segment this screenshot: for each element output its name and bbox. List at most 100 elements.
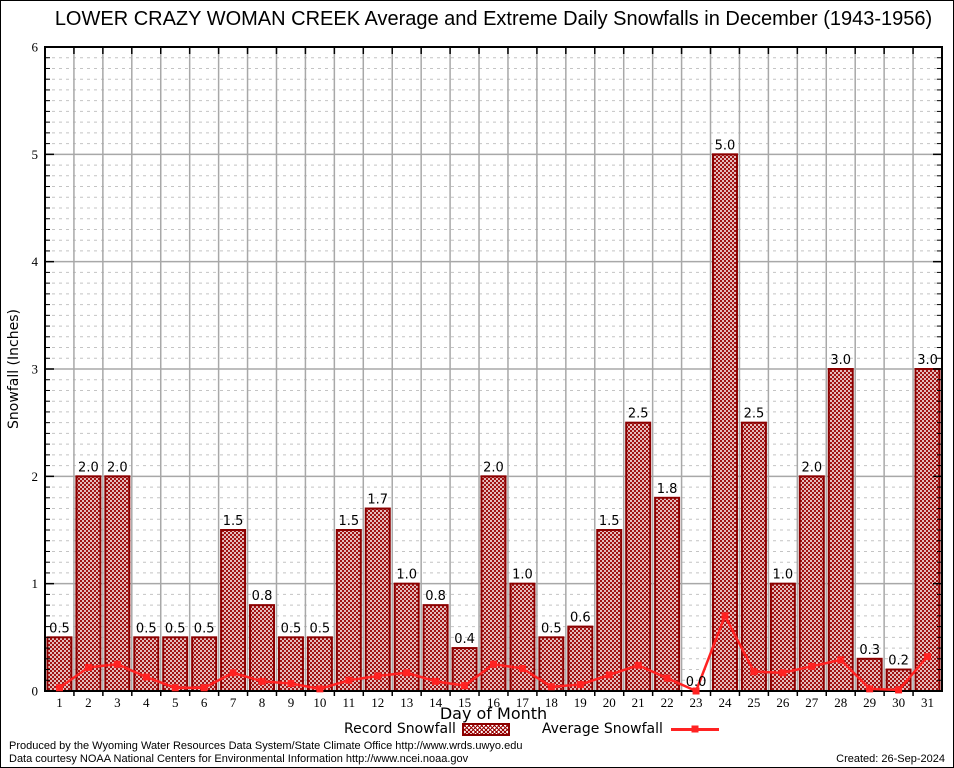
bar-value-label-day-8: 0.8 xyxy=(252,589,273,604)
bar-day-22 xyxy=(654,496,681,692)
bar-day-5 xyxy=(162,636,189,692)
bar-day-12 xyxy=(364,507,391,692)
avg-marker-day-9 xyxy=(287,679,295,687)
avg-marker-day-8 xyxy=(258,677,266,685)
avg-marker-day-7 xyxy=(229,669,237,677)
x-tick-27: 27 xyxy=(805,695,819,710)
bar-value-label-day-13: 1.0 xyxy=(396,568,417,583)
x-tick-19: 19 xyxy=(574,695,587,710)
x-tick-8: 8 xyxy=(259,695,266,710)
x-tick-29: 29 xyxy=(863,695,876,710)
grid-vertical xyxy=(73,47,914,691)
avg-marker-day-11 xyxy=(345,676,353,684)
legend: Record Snowfall Average Snowfall xyxy=(344,721,719,737)
avg-marker-day-26 xyxy=(779,669,787,677)
x-tick-13: 13 xyxy=(400,695,413,710)
avg-marker-day-2 xyxy=(84,663,92,671)
x-tick-20: 20 xyxy=(603,695,616,710)
x-tick-labels: 1 2 3 4 5 6 7 8 9 10 11 12 13 14 15 16 17 18 19 20 21 22 23 24 2… xyxy=(56,695,934,710)
x-tick-23: 23 xyxy=(690,695,703,710)
avg-marker-day-17 xyxy=(518,664,526,672)
avg-marker-day-22 xyxy=(663,674,671,682)
bar-day-2 xyxy=(75,475,102,693)
y-tick-3: 3 xyxy=(32,362,39,377)
bar-value-label-day-4: 0.5 xyxy=(136,621,157,636)
x-tick-1: 1 xyxy=(56,695,63,710)
line-marker-icon xyxy=(691,725,699,733)
x-tick-18: 18 xyxy=(545,695,558,710)
x-tick-5: 5 xyxy=(172,695,179,710)
avg-marker-day-24 xyxy=(721,612,729,620)
bar-value-label-day-10: 0.5 xyxy=(310,621,331,636)
axis-ticks xyxy=(45,46,942,696)
bar-value-label-day-16: 2.0 xyxy=(483,460,504,475)
footer-data-courtesy: Data courtesy NOAA National Centers for … xyxy=(9,753,469,765)
bar-value-label-day-6: 0.5 xyxy=(194,621,215,636)
avg-marker-day-15 xyxy=(461,682,469,690)
avg-marker-day-1 xyxy=(55,684,63,692)
bar-value-label-day-28: 3.0 xyxy=(830,353,851,368)
avg-marker-day-18 xyxy=(547,683,555,691)
bar-day-16 xyxy=(480,475,507,693)
avg-marker-day-6 xyxy=(200,684,208,692)
x-tick-22: 22 xyxy=(661,695,674,710)
bar-value-label-day-29: 0.3 xyxy=(859,643,880,658)
bar-value-label-day-24: 5.0 xyxy=(715,138,736,153)
x-tick-25: 25 xyxy=(747,695,760,710)
bar-day-21 xyxy=(625,421,652,692)
bar-day-4 xyxy=(133,636,160,692)
avg-marker-day-29 xyxy=(866,685,874,693)
avg-marker-day-30 xyxy=(895,686,903,694)
bar-value-label-day-2: 2.0 xyxy=(78,460,99,475)
bar-value-label-day-31: 3.0 xyxy=(917,353,938,368)
bar-day-25 xyxy=(740,421,767,692)
avg-marker-day-5 xyxy=(171,684,179,692)
bar-value-label-day-17: 1.0 xyxy=(512,568,533,583)
avg-marker-day-12 xyxy=(374,672,382,680)
record-snowfall-swatch-icon xyxy=(461,722,510,736)
x-tick-24: 24 xyxy=(718,695,732,710)
x-tick-11: 11 xyxy=(343,695,356,710)
bar-day-3 xyxy=(104,475,131,693)
avg-marker-day-21 xyxy=(634,661,642,669)
chart-title: LOWER CRAZY WOMAN CREEK Average and Extr… xyxy=(54,8,933,30)
y-tick-1: 1 xyxy=(32,576,39,591)
bar-day-10 xyxy=(306,636,333,692)
x-tick-14: 14 xyxy=(429,695,443,710)
legend-record-label: Record Snowfall xyxy=(344,721,456,737)
avg-marker-day-13 xyxy=(403,669,411,677)
x-axis-label: Day of Month xyxy=(439,704,548,723)
bar-value-label-day-25: 2.5 xyxy=(744,407,765,422)
avg-marker-day-19 xyxy=(576,681,584,689)
x-tick-2: 2 xyxy=(85,695,92,710)
avg-marker-day-28 xyxy=(837,656,845,664)
avg-marker-day-16 xyxy=(490,660,497,668)
x-tick-3: 3 xyxy=(114,695,121,710)
bar-value-labels: 0.5 2.0 2.0 0.5 0.5 0.5 1.5 0.8 0.5 0.5 1.5 1.7 1.0 0… xyxy=(49,138,938,690)
x-tick-12: 12 xyxy=(371,695,384,710)
x-tick-31: 31 xyxy=(921,695,934,710)
x-tick-16: 16 xyxy=(487,695,501,710)
x-tick-6: 6 xyxy=(201,695,208,710)
avg-marker-day-14 xyxy=(432,677,440,685)
record-snowfall-bars xyxy=(46,153,941,693)
bar-day-20 xyxy=(596,529,623,692)
bar-value-label-day-23: 0.0 xyxy=(686,675,707,690)
y-tick-0: 0 xyxy=(32,684,39,699)
bar-day-18 xyxy=(538,636,565,692)
bar-value-label-day-21: 2.5 xyxy=(628,407,649,422)
average-snowfall-markers xyxy=(55,612,932,695)
y-tick-5: 5 xyxy=(32,147,39,162)
bar-value-label-day-15: 0.4 xyxy=(454,632,475,647)
x-tick-7: 7 xyxy=(230,695,237,710)
x-tick-9: 9 xyxy=(288,695,295,710)
avg-marker-day-25 xyxy=(750,668,758,676)
x-tick-15: 15 xyxy=(458,695,471,710)
x-tick-26: 26 xyxy=(776,695,790,710)
avg-marker-day-20 xyxy=(605,671,613,679)
x-tick-28: 28 xyxy=(834,695,847,710)
bar-value-label-day-3: 2.0 xyxy=(107,460,128,475)
bar-value-label-day-11: 1.5 xyxy=(338,514,359,529)
bar-value-label-day-22: 1.8 xyxy=(657,482,678,497)
avg-marker-day-3 xyxy=(113,660,121,668)
